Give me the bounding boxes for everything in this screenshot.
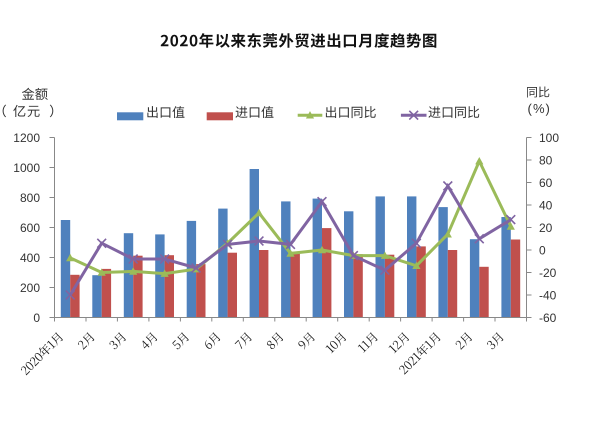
svg-text:600: 600 <box>20 221 40 235</box>
svg-text:200: 200 <box>20 281 40 295</box>
svg-text:800: 800 <box>20 191 40 205</box>
svg-text:100: 100 <box>539 131 559 145</box>
svg-text:20: 20 <box>539 221 553 235</box>
svg-text:60: 60 <box>539 176 553 190</box>
svg-text:1000: 1000 <box>13 161 40 175</box>
svg-text:0: 0 <box>539 243 546 257</box>
svg-text:40: 40 <box>539 198 553 212</box>
svg-text:-40: -40 <box>539 288 557 302</box>
svg-text:1200: 1200 <box>13 131 40 145</box>
svg-text:-20: -20 <box>539 266 557 280</box>
svg-text:0: 0 <box>33 311 40 325</box>
svg-text:80: 80 <box>539 153 553 167</box>
svg-text:400: 400 <box>20 251 40 265</box>
svg-text:-60: -60 <box>539 311 557 325</box>
